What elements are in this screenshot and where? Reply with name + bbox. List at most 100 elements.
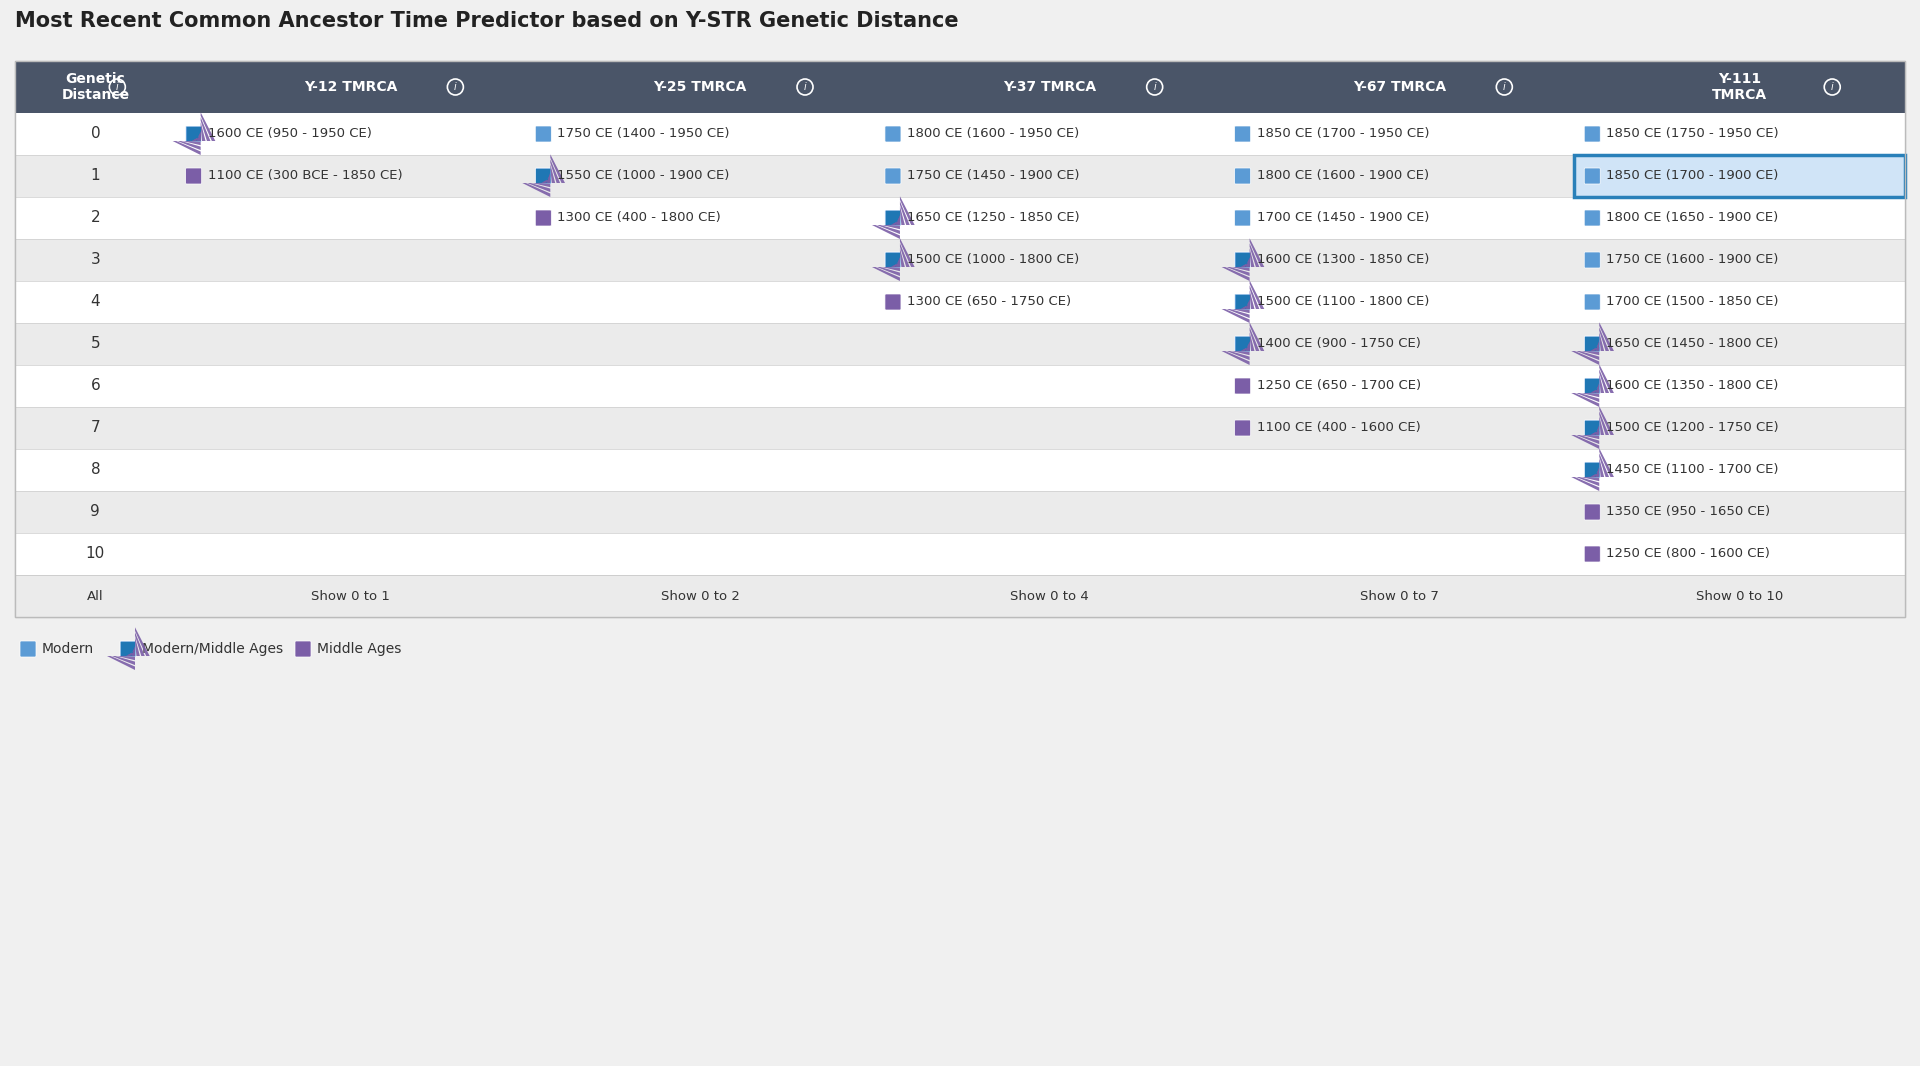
Polygon shape bbox=[192, 132, 202, 141]
FancyBboxPatch shape bbox=[1235, 378, 1250, 394]
FancyBboxPatch shape bbox=[885, 294, 900, 310]
FancyBboxPatch shape bbox=[186, 168, 202, 184]
Text: Y-25 TMRCA: Y-25 TMRCA bbox=[653, 80, 747, 94]
Polygon shape bbox=[1246, 295, 1250, 309]
Polygon shape bbox=[134, 627, 150, 656]
Polygon shape bbox=[1580, 435, 1599, 439]
Bar bbox=[121, 642, 134, 656]
Bar bbox=[1236, 253, 1250, 266]
FancyBboxPatch shape bbox=[885, 126, 900, 142]
Text: 10: 10 bbox=[86, 547, 106, 562]
FancyBboxPatch shape bbox=[1235, 336, 1250, 352]
Text: 1600 CE (950 - 1950 CE): 1600 CE (950 - 1950 CE) bbox=[207, 128, 372, 141]
Polygon shape bbox=[897, 211, 900, 225]
Polygon shape bbox=[1250, 286, 1260, 309]
Text: 1300 CE (400 - 1800 CE): 1300 CE (400 - 1800 CE) bbox=[557, 211, 722, 225]
Text: Show 0 to 4: Show 0 to 4 bbox=[1010, 589, 1089, 602]
Text: 3: 3 bbox=[90, 253, 100, 268]
Text: 6: 6 bbox=[90, 378, 100, 393]
Text: 4: 4 bbox=[90, 294, 100, 309]
Polygon shape bbox=[1571, 351, 1599, 365]
Bar bbox=[1236, 337, 1250, 351]
Text: i: i bbox=[1154, 82, 1156, 92]
Polygon shape bbox=[1586, 431, 1599, 435]
Polygon shape bbox=[538, 179, 551, 183]
Polygon shape bbox=[1236, 346, 1250, 351]
Polygon shape bbox=[1580, 393, 1599, 398]
Text: All: All bbox=[86, 589, 104, 602]
Polygon shape bbox=[1576, 477, 1599, 486]
Polygon shape bbox=[900, 196, 914, 225]
Polygon shape bbox=[127, 647, 134, 656]
Polygon shape bbox=[1596, 337, 1599, 351]
Text: 1100 CE (400 - 1600 CE): 1100 CE (400 - 1600 CE) bbox=[1256, 421, 1421, 435]
Bar bbox=[15, 533, 1905, 575]
Text: 1450 CE (1100 - 1700 CE): 1450 CE (1100 - 1700 CE) bbox=[1607, 464, 1778, 477]
FancyBboxPatch shape bbox=[1235, 252, 1250, 268]
Polygon shape bbox=[1599, 449, 1615, 477]
Text: Y-111
TMRCA: Y-111 TMRCA bbox=[1713, 71, 1766, 102]
Polygon shape bbox=[877, 225, 900, 235]
Polygon shape bbox=[551, 164, 555, 183]
Text: i: i bbox=[115, 82, 119, 92]
FancyBboxPatch shape bbox=[1235, 294, 1250, 310]
Polygon shape bbox=[117, 656, 134, 660]
Text: 1700 CE (1500 - 1850 CE): 1700 CE (1500 - 1850 CE) bbox=[1607, 295, 1778, 308]
FancyBboxPatch shape bbox=[536, 210, 551, 226]
Text: Modern/Middle Ages: Modern/Middle Ages bbox=[142, 642, 282, 656]
FancyBboxPatch shape bbox=[1584, 126, 1599, 142]
Polygon shape bbox=[547, 169, 551, 183]
Polygon shape bbox=[1221, 266, 1250, 281]
Polygon shape bbox=[1250, 239, 1263, 266]
Text: Show 0 to 10: Show 0 to 10 bbox=[1695, 589, 1784, 602]
Polygon shape bbox=[1592, 384, 1599, 393]
Bar bbox=[15, 281, 1905, 323]
Bar bbox=[15, 449, 1905, 491]
Text: Middle Ages: Middle Ages bbox=[317, 642, 401, 656]
Polygon shape bbox=[1571, 393, 1599, 407]
Text: i: i bbox=[453, 82, 457, 92]
Bar bbox=[15, 61, 1905, 617]
Bar bbox=[1236, 295, 1250, 309]
Bar bbox=[536, 169, 551, 183]
Polygon shape bbox=[1576, 351, 1599, 360]
Polygon shape bbox=[1250, 333, 1254, 351]
Text: Show 0 to 7: Show 0 to 7 bbox=[1359, 589, 1438, 602]
Text: 1800 CE (1600 - 1900 CE): 1800 CE (1600 - 1900 CE) bbox=[1256, 169, 1428, 182]
Polygon shape bbox=[872, 266, 900, 281]
Text: i: i bbox=[1503, 82, 1505, 92]
Polygon shape bbox=[173, 141, 202, 155]
FancyBboxPatch shape bbox=[885, 168, 900, 184]
FancyBboxPatch shape bbox=[536, 168, 551, 184]
FancyBboxPatch shape bbox=[1584, 546, 1599, 562]
FancyBboxPatch shape bbox=[1235, 126, 1250, 142]
Polygon shape bbox=[1250, 327, 1260, 351]
FancyBboxPatch shape bbox=[296, 641, 311, 657]
Text: i: i bbox=[1832, 82, 1834, 92]
Polygon shape bbox=[541, 174, 551, 183]
Polygon shape bbox=[887, 221, 900, 225]
FancyBboxPatch shape bbox=[119, 641, 136, 657]
Text: 1850 CE (1700 - 1950 CE): 1850 CE (1700 - 1950 CE) bbox=[1256, 128, 1428, 141]
Polygon shape bbox=[1250, 322, 1263, 351]
Text: Genetic
Distance: Genetic Distance bbox=[61, 71, 129, 102]
FancyBboxPatch shape bbox=[885, 252, 900, 268]
Polygon shape bbox=[881, 266, 900, 271]
Polygon shape bbox=[900, 243, 910, 266]
FancyBboxPatch shape bbox=[186, 126, 202, 142]
Text: 1750 CE (1600 - 1900 CE): 1750 CE (1600 - 1900 CE) bbox=[1607, 254, 1778, 266]
Polygon shape bbox=[1221, 351, 1250, 365]
Polygon shape bbox=[1246, 253, 1250, 266]
Polygon shape bbox=[900, 201, 910, 225]
FancyBboxPatch shape bbox=[1584, 252, 1599, 268]
Polygon shape bbox=[528, 183, 551, 192]
Text: 1500 CE (1200 - 1750 CE): 1500 CE (1200 - 1750 CE) bbox=[1607, 421, 1778, 435]
Text: 2: 2 bbox=[90, 210, 100, 226]
Bar bbox=[186, 127, 202, 141]
Text: Y-37 TMRCA: Y-37 TMRCA bbox=[1004, 80, 1096, 94]
Bar bbox=[15, 61, 1905, 617]
Polygon shape bbox=[1250, 280, 1263, 309]
Bar bbox=[1574, 155, 1905, 197]
Text: 1850 CE (1700 - 1900 CE): 1850 CE (1700 - 1900 CE) bbox=[1607, 169, 1778, 182]
Polygon shape bbox=[134, 632, 144, 656]
